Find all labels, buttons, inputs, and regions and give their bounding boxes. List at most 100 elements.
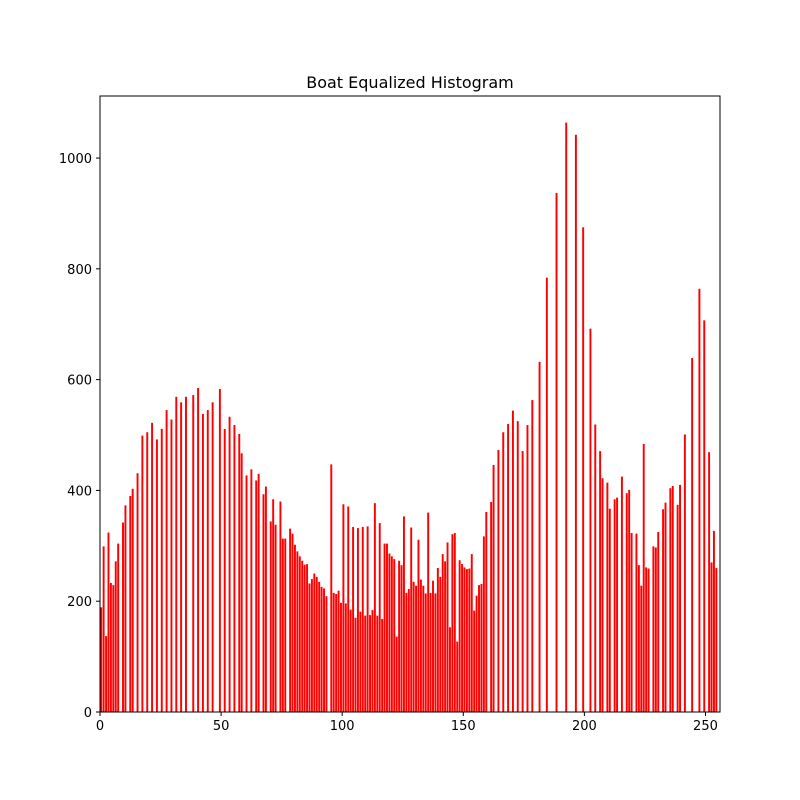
y-tick-label: 1000 bbox=[59, 152, 92, 167]
histogram-bar bbox=[131, 488, 134, 712]
histogram-bar bbox=[410, 527, 413, 712]
histogram-bar bbox=[482, 536, 485, 712]
histogram-bar bbox=[538, 361, 541, 712]
histogram-bar bbox=[652, 546, 655, 712]
histogram-bar bbox=[606, 482, 609, 712]
histogram-bar bbox=[335, 594, 338, 712]
x-tick-label: 250 bbox=[693, 719, 718, 734]
histogram-bar bbox=[429, 592, 432, 712]
histogram-bar bbox=[453, 533, 456, 712]
histogram-bar bbox=[620, 476, 623, 712]
histogram-bar bbox=[337, 590, 340, 712]
histogram-bar bbox=[608, 508, 611, 712]
histogram-bar bbox=[441, 554, 444, 712]
histogram-bar bbox=[381, 618, 384, 712]
y-tick-label: 800 bbox=[67, 263, 92, 278]
histogram-bar bbox=[637, 565, 640, 712]
histogram-bar bbox=[303, 564, 306, 712]
histogram-bar bbox=[478, 585, 480, 712]
histogram-bar bbox=[683, 434, 686, 712]
histogram-bar bbox=[710, 562, 713, 712]
histogram-bar bbox=[315, 576, 318, 712]
histogram-bar bbox=[395, 636, 398, 712]
histogram-bar bbox=[456, 641, 459, 712]
histogram-bar bbox=[155, 439, 158, 712]
histogram-bar bbox=[589, 328, 592, 712]
histogram-bar bbox=[206, 410, 209, 712]
histogram-bar bbox=[344, 603, 347, 712]
histogram-bar bbox=[432, 580, 434, 712]
histogram-bar bbox=[347, 506, 350, 712]
histogram-bar bbox=[616, 497, 619, 712]
histogram-bar bbox=[407, 589, 410, 712]
y-tick-label: 0 bbox=[84, 706, 92, 721]
histogram-bar bbox=[669, 488, 672, 712]
x-tick-label: 100 bbox=[330, 719, 355, 734]
histogram-bar bbox=[269, 521, 272, 712]
histogram-bar bbox=[264, 486, 267, 712]
histogram-bar bbox=[114, 561, 117, 712]
histogram-bar bbox=[318, 581, 321, 712]
histogram-bar bbox=[192, 395, 195, 712]
histogram-bar bbox=[388, 553, 391, 712]
histogram-bar bbox=[475, 595, 478, 712]
histogram-bar bbox=[257, 473, 260, 712]
histogram-bar bbox=[691, 358, 694, 712]
histogram-bar bbox=[361, 526, 364, 712]
x-axis: 0 50 100 150 200 250 bbox=[96, 712, 718, 734]
histogram-bar bbox=[366, 526, 369, 712]
histogram-bar bbox=[373, 503, 376, 712]
histogram-bar bbox=[642, 443, 645, 712]
histogram-bar bbox=[465, 569, 468, 712]
histogram-bar bbox=[444, 561, 447, 712]
x-tick-label: 150 bbox=[451, 719, 476, 734]
histogram-bar bbox=[492, 464, 495, 712]
histogram-bar bbox=[228, 416, 231, 712]
x-tick-label: 50 bbox=[213, 719, 230, 734]
histogram-bar bbox=[117, 543, 120, 712]
histogram-bar bbox=[349, 609, 352, 712]
histogram-bar bbox=[654, 547, 657, 712]
histogram-bar bbox=[325, 596, 328, 712]
histogram-bar bbox=[136, 473, 139, 712]
histogram-bar bbox=[703, 320, 706, 712]
histogram-bar bbox=[640, 585, 643, 712]
histogram-bar bbox=[676, 504, 679, 712]
histogram-bar bbox=[708, 452, 711, 712]
histogram-bar bbox=[289, 528, 292, 712]
histogram-bar bbox=[625, 493, 628, 712]
histogram-bar bbox=[415, 585, 418, 712]
histogram-bar bbox=[613, 499, 616, 712]
histogram-bar bbox=[129, 495, 132, 712]
histogram-bar bbox=[497, 449, 500, 712]
histogram-bar bbox=[427, 512, 430, 712]
histogram-bar bbox=[398, 560, 401, 712]
histogram-bar bbox=[393, 559, 396, 712]
histogram-bar bbox=[238, 433, 241, 712]
histogram-bar bbox=[185, 396, 187, 712]
histogram-bar bbox=[446, 542, 449, 712]
histogram-bar bbox=[279, 501, 282, 712]
histogram-bar bbox=[458, 560, 461, 712]
histogram-bar bbox=[112, 585, 115, 712]
histogram-bar bbox=[359, 611, 362, 712]
histogram-bar bbox=[405, 592, 408, 712]
histogram-bar bbox=[526, 425, 529, 712]
histogram-bar bbox=[201, 413, 204, 712]
histogram-bar bbox=[122, 522, 124, 712]
histogram-bar bbox=[165, 410, 168, 712]
histogram-bar bbox=[369, 615, 372, 712]
x-tick-label: 200 bbox=[572, 719, 597, 734]
histogram-bar bbox=[245, 475, 248, 712]
plot-frame bbox=[99, 95, 721, 713]
y-tick-label: 600 bbox=[67, 374, 92, 389]
histogram-bar bbox=[342, 504, 345, 712]
histogram-bar bbox=[293, 544, 296, 712]
histogram-bar bbox=[511, 410, 514, 712]
histogram-bar bbox=[671, 485, 674, 712]
histogram-bars bbox=[100, 122, 718, 713]
histogram-bar bbox=[298, 556, 301, 712]
histogram-bar bbox=[175, 396, 178, 712]
histogram-bar bbox=[412, 581, 415, 712]
histogram-bar bbox=[635, 533, 638, 712]
